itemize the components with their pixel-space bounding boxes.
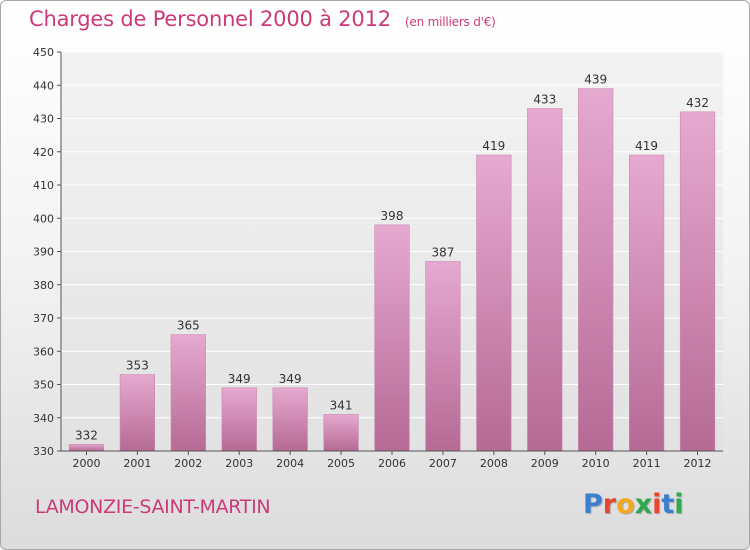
- x-tick-label: 2004: [276, 457, 304, 470]
- logo-letter: i: [652, 489, 662, 520]
- x-tick-label: 2007: [429, 457, 457, 470]
- data-label: 398: [381, 209, 404, 223]
- chart-title: Charges de Personnel 2000 à 2012 (en mill…: [29, 7, 496, 31]
- bar: [221, 387, 257, 452]
- y-tick-label: 450: [33, 46, 54, 59]
- bar: [119, 374, 155, 452]
- data-label: 353: [126, 359, 149, 373]
- bar: [323, 414, 359, 452]
- logo-letter: i: [674, 489, 684, 520]
- x-tick-label: 2002: [174, 457, 202, 470]
- bar: [425, 261, 461, 452]
- chart-subtitle: (en milliers d'€): [404, 15, 496, 29]
- proxiti-logo: Proxiti: [583, 489, 684, 520]
- x-tick-label: 2012: [684, 457, 712, 470]
- x-tick-label: 2000: [72, 457, 100, 470]
- data-label: 349: [228, 372, 251, 386]
- x-tick-label: 2010: [582, 457, 610, 470]
- data-label: 419: [482, 139, 505, 153]
- logo-letter: t: [661, 489, 675, 520]
- x-tick-label: 2003: [225, 457, 253, 470]
- data-label: 341: [330, 398, 353, 412]
- y-tick-label: 430: [33, 113, 54, 126]
- x-tick-label: 2006: [378, 457, 406, 470]
- logo-letter: x: [634, 489, 653, 520]
- data-label: 387: [431, 245, 454, 259]
- bars: [68, 88, 716, 452]
- value-labels: 332 353 365 349 349 341 398 387 419 433 439 419 432: [75, 73, 709, 443]
- bar: [170, 334, 206, 452]
- y-tick-label: 400: [33, 212, 54, 225]
- y-tick-label: 370: [33, 312, 54, 325]
- data-label: 439: [584, 73, 607, 87]
- bar: [679, 111, 716, 452]
- bar: [527, 108, 563, 452]
- logo-letter: r: [602, 489, 617, 520]
- y-tick-labels: 330 340 350 360 370 380 390 400 410 420 430 440 450: [33, 46, 54, 458]
- data-label: 433: [533, 93, 556, 107]
- title-text: Charges de Personnel 2000 à 2012: [29, 7, 391, 31]
- data-label: 365: [177, 319, 200, 333]
- y-tick-label: 440: [33, 79, 54, 92]
- data-label: 332: [75, 428, 98, 442]
- bar: [374, 224, 410, 452]
- y-tick-label: 420: [33, 146, 54, 159]
- data-label: 419: [635, 139, 658, 153]
- bar: [272, 387, 308, 452]
- bar: [578, 88, 614, 452]
- x-tick-label: 2005: [327, 457, 355, 470]
- logo-letter: o: [616, 489, 635, 520]
- bar: [629, 154, 665, 452]
- y-tick-label: 350: [33, 379, 54, 392]
- data-label: 432: [686, 96, 709, 110]
- y-tick-label: 410: [33, 179, 54, 192]
- x-tick-label: 2001: [123, 457, 151, 470]
- y-tick-label: 360: [33, 345, 54, 358]
- x-tick-label: 2011: [633, 457, 661, 470]
- data-label: 349: [279, 372, 302, 386]
- axes: [60, 52, 723, 455]
- bar: [68, 444, 105, 452]
- bar: [476, 154, 512, 452]
- y-tick-label: 340: [33, 412, 54, 425]
- x-tick-labels: 2000 2001 2002 2003 2004 2005 2006 2007 2008 2009…: [72, 457, 711, 470]
- y-tick-label: 330: [33, 445, 54, 458]
- logo-letter: P: [583, 489, 603, 520]
- x-tick-label: 2008: [480, 457, 508, 470]
- y-tick-label: 390: [33, 246, 54, 259]
- commune-name: LAMONZIE-SAINT-MARTIN: [35, 496, 271, 518]
- x-tick-label: 2009: [531, 457, 559, 470]
- y-tick-label: 380: [33, 279, 54, 292]
